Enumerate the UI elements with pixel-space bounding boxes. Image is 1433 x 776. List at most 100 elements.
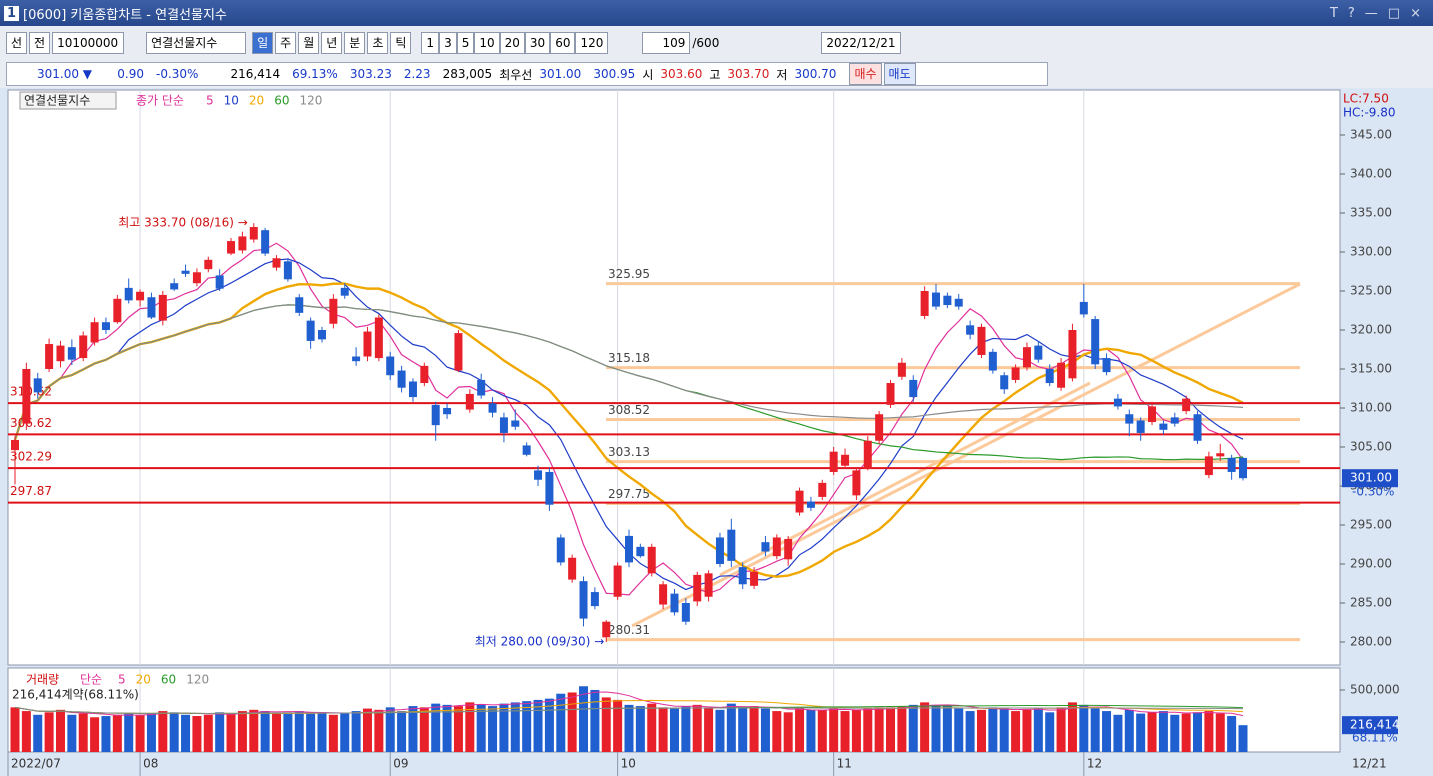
interval-button[interactable]: 60 xyxy=(550,32,576,54)
volume-bar xyxy=(362,708,372,752)
buy-button[interactable]: 매수 xyxy=(849,63,882,85)
interval-button[interactable]: 20 xyxy=(499,32,525,54)
candle-body xyxy=(477,379,486,396)
date-input[interactable]: 2022/12/21 xyxy=(821,32,901,54)
quote-high: 303.70 xyxy=(727,67,770,81)
quote-open-interest: 283,005 xyxy=(442,67,493,81)
count-input[interactable]: 109 xyxy=(642,32,691,54)
candle-body xyxy=(932,292,940,307)
hc-label: HC:-9.80 xyxy=(1343,106,1396,120)
candle-body xyxy=(158,294,167,321)
candle-body xyxy=(1000,375,1009,390)
candle-body xyxy=(1227,457,1236,472)
x-tick-label: 08 xyxy=(143,757,158,771)
volume-bar xyxy=(442,704,452,752)
volume-bar xyxy=(965,711,975,752)
period-button[interactable]: 주 xyxy=(275,32,297,54)
volume-bar xyxy=(544,698,554,752)
candle-body xyxy=(841,454,850,466)
volume-bar xyxy=(33,714,43,752)
red-level-label: 310.62 xyxy=(10,385,52,399)
interval-button[interactable]: 30 xyxy=(524,32,551,54)
toolbar-button[interactable]: 전 xyxy=(29,32,51,54)
volume-bar xyxy=(112,714,122,752)
candle-body xyxy=(408,381,417,398)
volume-bar xyxy=(886,707,896,752)
maximize[interactable]: □ xyxy=(1387,5,1401,21)
quote-expected-change: 2.23 xyxy=(403,67,431,81)
candle-body xyxy=(295,297,304,313)
sell-button[interactable]: 매도 xyxy=(883,63,916,85)
candle-body xyxy=(227,241,236,254)
volume-bar xyxy=(453,706,463,752)
y-tick-label: 330.00 xyxy=(1350,245,1392,259)
quote-volume-ratio: 69.13% xyxy=(292,67,338,81)
quote-change-pct: -0.30% xyxy=(156,67,199,81)
volume-bar xyxy=(760,708,770,752)
volume-bar xyxy=(863,708,873,752)
candle-body xyxy=(1125,414,1134,424)
interval-button[interactable]: 5 xyxy=(456,32,475,54)
y-tick-label: 335.00 xyxy=(1350,206,1392,220)
volume-bar xyxy=(317,712,327,752)
last-price: 301.00 xyxy=(1350,471,1392,485)
volume-bar xyxy=(874,707,884,752)
volume-ma-line xyxy=(14,706,1244,714)
volume-bar xyxy=(158,711,168,752)
period-button[interactable]: 틱 xyxy=(390,32,412,54)
interval-button[interactable]: 1 xyxy=(421,32,440,54)
volume-bar xyxy=(44,712,54,752)
icon[interactable]: T xyxy=(1329,5,1338,21)
volume-bar xyxy=(988,707,998,752)
volume-bar xyxy=(1090,708,1100,752)
candle-body xyxy=(363,331,372,357)
interval-button[interactable]: 10 xyxy=(474,32,500,54)
volume-bar xyxy=(1227,716,1237,752)
interval-button[interactable]: 120 xyxy=(575,32,609,54)
candle-body xyxy=(602,621,611,638)
name-field[interactable]: 연결선물지수 xyxy=(146,32,247,54)
code-input[interactable]: 10100000 xyxy=(52,32,125,54)
period-button[interactable]: 분 xyxy=(344,32,366,54)
period-button[interactable]: 월 xyxy=(298,32,320,54)
interval-button[interactable]: 3 xyxy=(439,32,457,54)
volume-bar xyxy=(192,716,202,752)
volume-bar xyxy=(135,714,145,752)
period-button[interactable]: 년 xyxy=(321,32,343,54)
volume-info: 216,414계약(68.11%) xyxy=(12,687,139,702)
volume-bar xyxy=(1215,713,1225,752)
volume-bar xyxy=(1147,712,1157,752)
y-tick-label: 340.00 xyxy=(1350,167,1392,181)
candle-body xyxy=(329,298,338,324)
lc-label: LC:7.50 xyxy=(1343,92,1389,106)
volume-bar xyxy=(181,714,191,752)
volume-bar xyxy=(829,708,839,752)
volume-bar xyxy=(840,711,850,752)
icon[interactable]: ? xyxy=(1347,5,1355,21)
candle-body xyxy=(249,227,258,240)
legend-ma-label: 종가 단순 xyxy=(136,94,184,108)
volume-bar xyxy=(226,713,236,752)
quote-low: 300.70 xyxy=(794,67,837,81)
close[interactable]: × xyxy=(1410,5,1421,21)
candle-body xyxy=(101,322,110,330)
legend-ma-period: 60 xyxy=(274,94,289,108)
quote-label: 시 xyxy=(642,67,654,82)
candle-body xyxy=(318,329,326,340)
price-panel xyxy=(7,89,1341,666)
candle-body xyxy=(90,322,99,343)
minimize[interactable]: — xyxy=(1364,5,1378,21)
candle-body xyxy=(625,535,633,563)
volume-bar xyxy=(465,702,475,752)
toolbar-button[interactable]: 선 xyxy=(6,32,28,54)
candle-body xyxy=(261,230,270,254)
candle-body xyxy=(204,259,213,270)
period-button[interactable]: 일 xyxy=(252,32,274,54)
legend-ma-period: 120 xyxy=(299,94,322,108)
volume-bar xyxy=(1136,713,1146,752)
volume-bar xyxy=(1193,712,1203,752)
period-button[interactable]: 초 xyxy=(367,32,389,54)
quote-bid: 300.95 xyxy=(593,67,636,81)
candle-body xyxy=(443,407,452,415)
window-number: 1 xyxy=(4,5,20,21)
